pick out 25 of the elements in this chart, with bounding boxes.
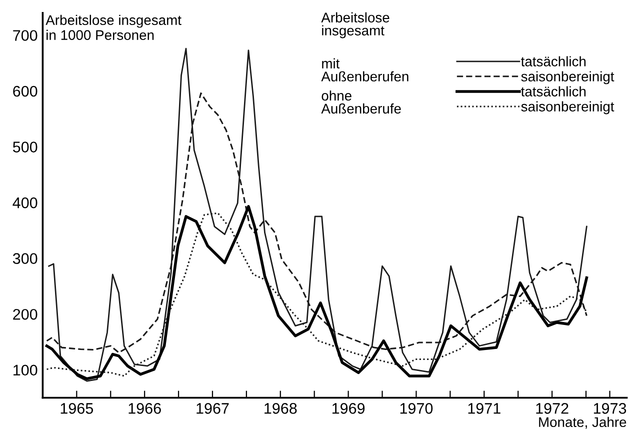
legend-label: saisonbereinigt [521,101,614,114]
x-tick-label: 1969 [332,403,365,414]
y-tick-label: 700 [13,30,38,41]
x-tick-label: 1972 [536,403,568,414]
legend-label: saisonbereinigt [521,71,614,84]
x-tick-label: 1968 [264,403,297,414]
annotation: ohne Außenberufe [321,90,401,114]
x-tick-label: 1965 [60,403,94,414]
y-axis-title: Arbeitslose insgesamt in 1000 Personen [46,14,182,40]
legend-title: Arbeitslose insgesamt [321,12,390,38]
y-tick-label: 600 [13,86,38,97]
x-tick-label: 1973 [594,403,626,414]
y-tick-label: 100 [14,364,38,376]
annotation: mit Außenberufen [321,58,408,82]
x-tick-label: 1971 [468,403,500,414]
y-tick-label: 500 [12,142,38,152]
y-tick-label: 200 [13,308,38,320]
x-axis-title: Monate, Jahre [539,416,626,429]
y-tick-label: 300 [12,253,38,264]
legend-label: tatsächlich [521,56,586,66]
legend-label: tatsächlich [521,86,586,96]
x-tick-label: 1967 [196,403,229,414]
x-tick-label: 1970 [400,403,433,414]
x-tick-label: 1966 [128,403,161,414]
y-tick-label: 400 [12,197,38,208]
